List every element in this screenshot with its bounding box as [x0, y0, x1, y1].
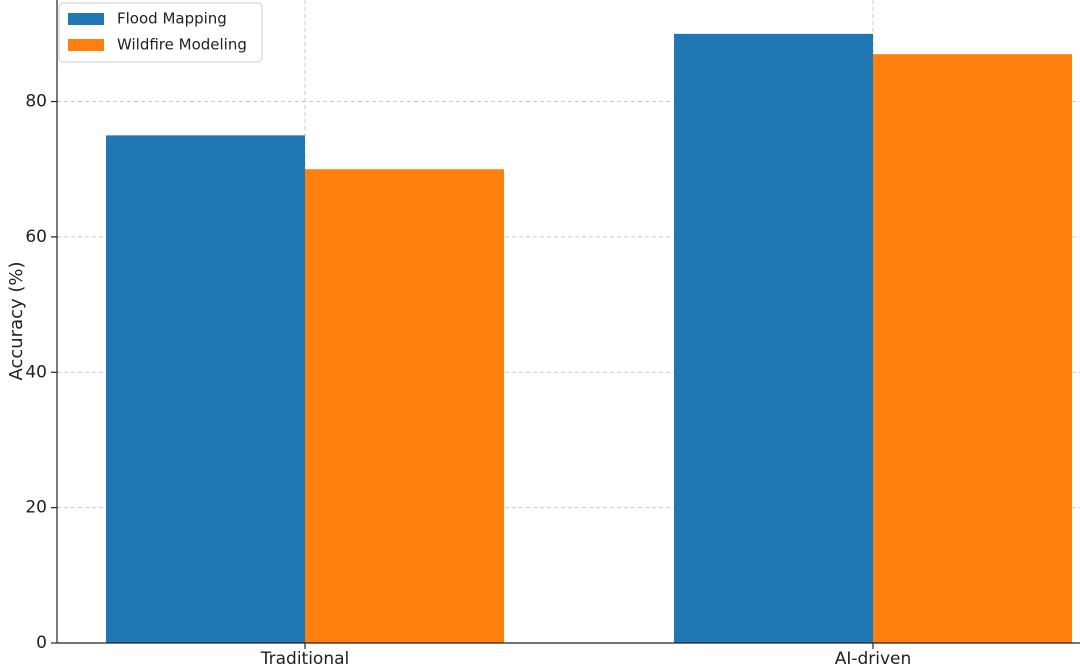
bars: [106, 33, 1072, 644]
bar-wildfire-modeling-ai-driven: [873, 54, 1072, 644]
axes: [56, 0, 1080, 644]
y-tick-label: 80: [25, 92, 47, 112]
legend-swatch: [68, 13, 104, 25]
legend-box: [58, 2, 263, 63]
y-tick-label: 60: [25, 227, 47, 247]
y-ticks: 0 20 40 60 80: [25, 92, 57, 653]
x-tick-label: Traditional: [260, 649, 350, 668]
bar-wildfire-modeling-traditional: [305, 169, 504, 644]
x-ticks: Traditional AI-driven: [260, 643, 912, 668]
legend-label: Flood Mapping: [117, 10, 227, 28]
y-tick-label: 20: [25, 498, 47, 518]
bar-flood-mapping-traditional: [106, 135, 305, 644]
bar-flood-mapping-ai-driven: [674, 33, 873, 644]
y-tick-label: 40: [25, 362, 47, 382]
legend-label: Wildfire Modeling: [117, 36, 247, 54]
x-tick-label: AI-driven: [835, 649, 912, 668]
legend-swatch: [68, 39, 104, 51]
legend: Flood Mapping Wildfire Modeling: [58, 2, 263, 63]
y-axis-title: Accuracy (%): [6, 261, 27, 380]
y-tick-label: 0: [36, 633, 47, 653]
